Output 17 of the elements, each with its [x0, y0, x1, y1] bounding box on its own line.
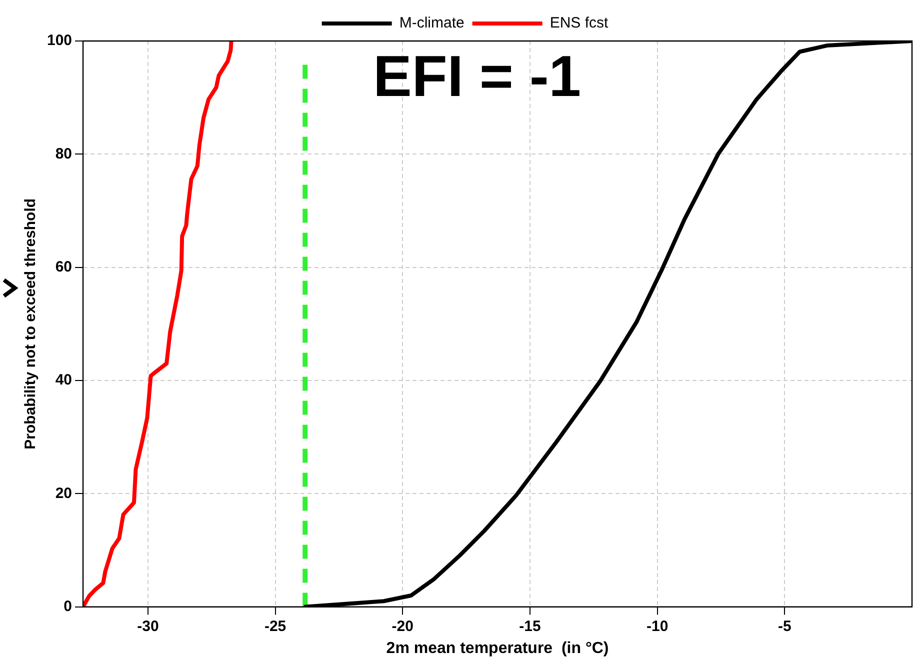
x-tick-label: -15: [519, 618, 541, 635]
y-tick-label: 80: [55, 145, 72, 162]
y-tick-label: 40: [55, 372, 72, 389]
y-axis-title: Probability not to exceed threshold: [22, 198, 40, 450]
legend-label: ENS fcst: [550, 14, 610, 32]
x-tick-label: -30: [137, 618, 159, 635]
x-tick-label: -25: [264, 618, 286, 635]
x-tick-label: -5: [778, 618, 792, 635]
legend-label: M-climate: [399, 14, 464, 32]
annotation: EFI = -1: [373, 44, 582, 109]
x-tick-label: -20: [392, 618, 414, 635]
y-tick-label: 0: [64, 598, 72, 615]
y-tick-label: 20: [55, 484, 72, 502]
x-axis-title: 2m mean temperature (in °C): [386, 640, 609, 657]
y-tick-label: 60: [55, 258, 72, 276]
x-tick-label: -10: [646, 618, 668, 635]
y-tick-label: 100: [46, 32, 72, 50]
